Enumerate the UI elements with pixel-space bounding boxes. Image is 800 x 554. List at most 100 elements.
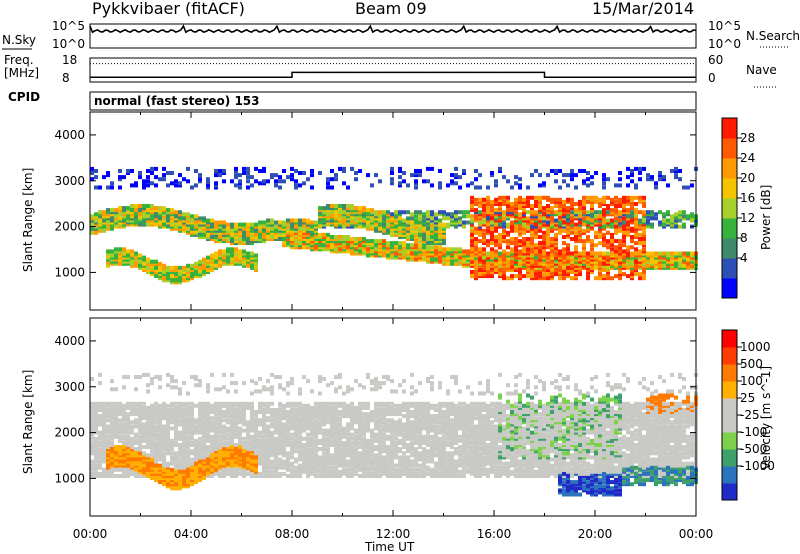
power-cell [638, 255, 642, 260]
velocity-cell [298, 401, 302, 406]
velocity-cell [166, 441, 170, 445]
power-cell [638, 261, 642, 266]
power-cell [266, 179, 270, 184]
power-cell [214, 183, 218, 188]
power-cell [254, 222, 258, 227]
velocity-cell [202, 471, 206, 476]
velocity-cell [302, 412, 306, 417]
power-cell [310, 239, 314, 244]
velocity-cell [258, 422, 262, 427]
velocity-cell [246, 465, 250, 470]
power-cell [466, 249, 470, 254]
velocity-cell [298, 422, 302, 427]
power-cell [598, 214, 602, 219]
power-cell [218, 226, 222, 231]
velocity-cell [150, 422, 154, 427]
power-cell [294, 218, 298, 223]
velocity-cell [206, 445, 210, 450]
velocity-cell [210, 434, 214, 439]
velocity-cell [162, 434, 166, 439]
power-cell [410, 226, 414, 231]
velocity-cell [222, 418, 226, 423]
power-cell [350, 237, 354, 241]
power-cell [266, 235, 270, 239]
power-cell [518, 270, 522, 274]
velocity-cell [226, 449, 230, 454]
power-cell [106, 249, 110, 254]
power-cell [222, 222, 226, 227]
velocity-cell [138, 418, 142, 423]
power-cell [286, 243, 290, 248]
power-cell [214, 226, 218, 231]
power-cell [626, 195, 630, 200]
velocity-cell [270, 443, 274, 447]
power-cell [634, 210, 638, 215]
velocity-cell [302, 449, 306, 454]
power-cell [558, 212, 562, 217]
power-cell [350, 166, 354, 171]
velocity-cell [230, 461, 234, 466]
power-cell [494, 210, 498, 215]
power-cell [414, 228, 418, 233]
power-cell [422, 179, 426, 184]
power-cell [350, 218, 354, 223]
velocity-cell [266, 408, 270, 412]
power-cell [410, 216, 414, 221]
power-cell [474, 185, 478, 190]
velocity-cell [298, 474, 302, 478]
power-cell [358, 245, 362, 250]
power-cell [670, 265, 674, 270]
velocity-cell [154, 445, 158, 450]
power-cell [426, 218, 430, 223]
power-cell [518, 228, 522, 233]
power-cell [442, 216, 446, 221]
power-cell [502, 255, 506, 260]
velocity-cell [262, 474, 266, 478]
power-cell [498, 245, 502, 250]
velocity-cell [170, 471, 174, 476]
power-cell [94, 222, 98, 227]
power-cell [510, 259, 514, 264]
velocity-cell [186, 482, 190, 487]
power-cell [134, 255, 138, 260]
velocity-cell [154, 441, 158, 445]
power-cell [470, 249, 474, 254]
power-cell [178, 212, 182, 217]
velocity-cell [234, 457, 238, 462]
power-cell [326, 206, 330, 211]
power-cell [122, 210, 126, 215]
velocity-cell [138, 434, 142, 439]
power-cell [482, 255, 486, 260]
power-cell [326, 222, 330, 227]
power-cell [550, 272, 554, 277]
power-cell [398, 255, 402, 260]
velocity-cell [218, 451, 222, 456]
power-cell [686, 251, 690, 256]
power-cell [574, 272, 578, 277]
velocity-cell [130, 420, 134, 425]
velocity-cell [258, 405, 262, 410]
power-cell [446, 216, 450, 221]
power-cell [670, 255, 674, 260]
power-cell [330, 245, 334, 250]
power-cell [494, 268, 498, 272]
power-cell [106, 216, 110, 221]
power-cell [374, 173, 378, 178]
power-cell [470, 199, 474, 204]
velocity-cell [106, 455, 110, 460]
velocity-cell [130, 430, 134, 435]
power-cell [518, 265, 522, 270]
velocity-cell [250, 391, 254, 396]
power-cell [674, 169, 678, 173]
power-cell [622, 195, 626, 200]
power-cell [550, 251, 554, 256]
power-cell [426, 259, 430, 264]
power-cell [390, 232, 394, 237]
power-cell [646, 259, 650, 264]
power-cell [194, 216, 198, 221]
power-cell [362, 249, 366, 254]
power-cell [382, 222, 386, 227]
power-cell [222, 261, 226, 266]
power-cell [146, 210, 150, 215]
velocity-cell [170, 414, 174, 419]
